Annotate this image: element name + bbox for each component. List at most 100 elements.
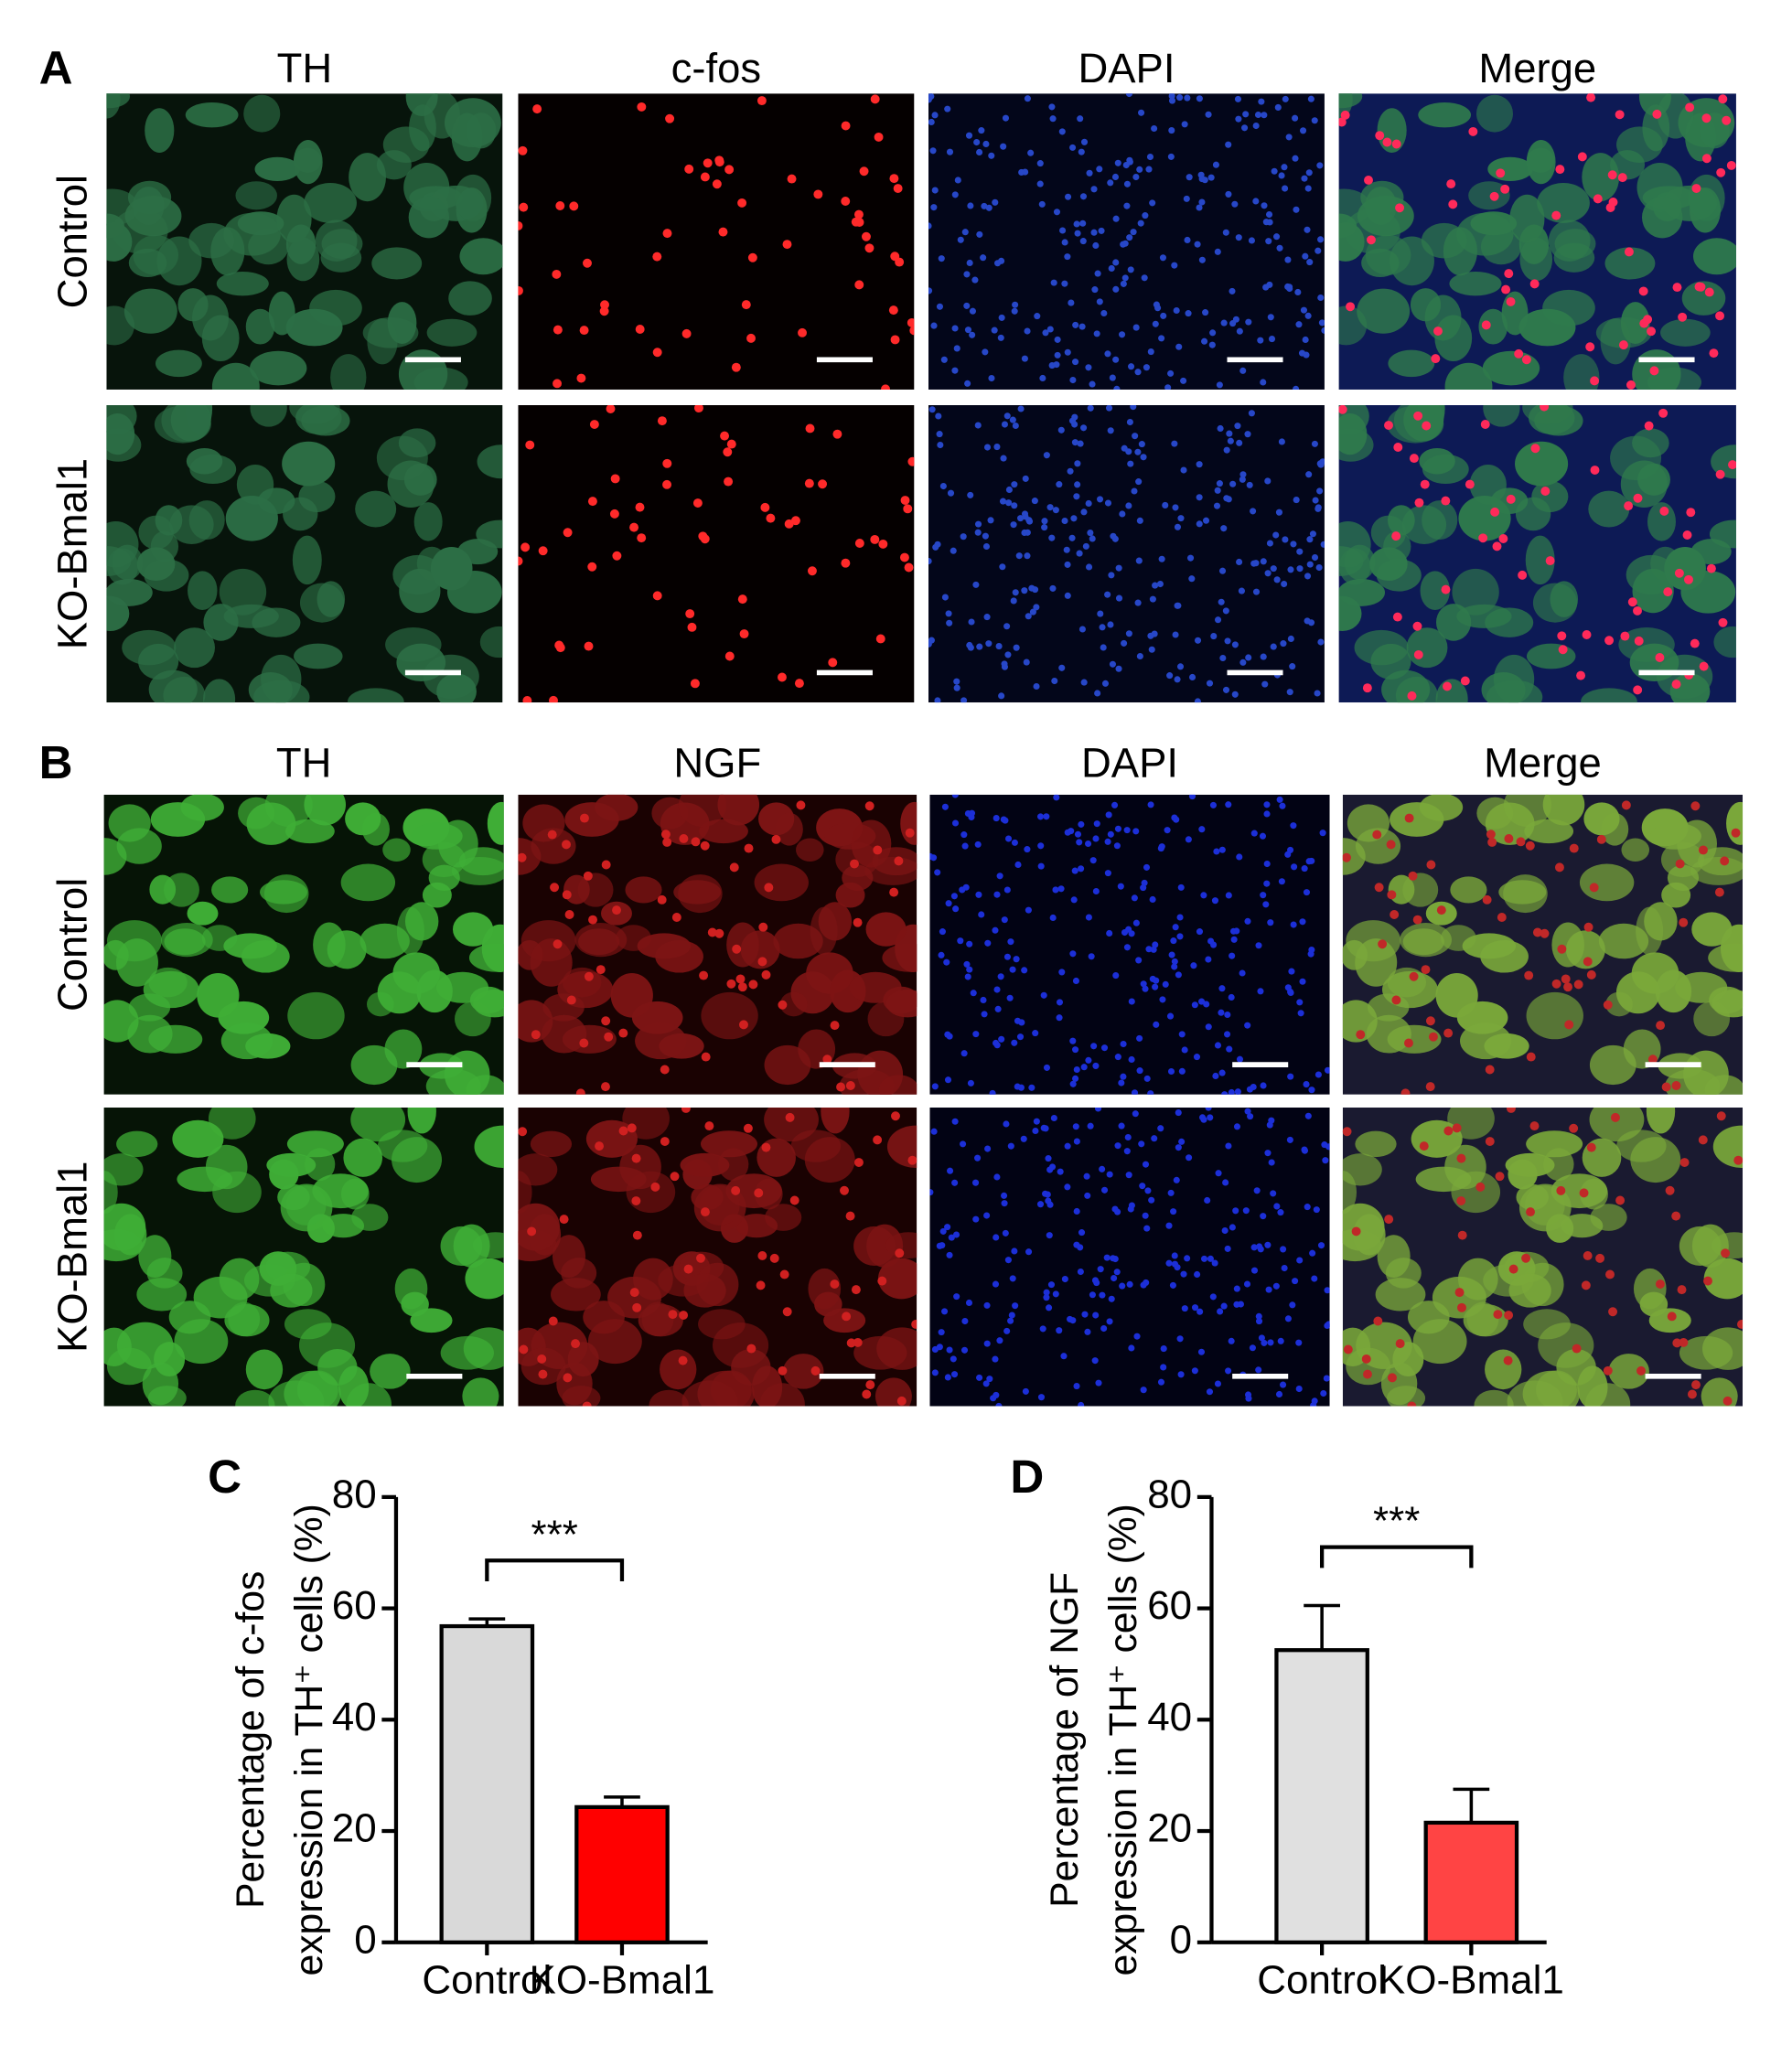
cell <box>718 1148 749 1182</box>
nucleus <box>870 94 880 104</box>
nucleus <box>679 1311 689 1321</box>
nucleus <box>1072 1046 1079 1054</box>
nucleus <box>1237 1301 1245 1308</box>
nucleus <box>1152 320 1159 327</box>
nucleus <box>1395 1339 1405 1349</box>
nucleus <box>1391 995 1401 1005</box>
nucleus <box>1655 1279 1665 1290</box>
cell <box>1483 404 1520 427</box>
nucleus <box>1011 502 1018 509</box>
nucleus <box>569 201 579 211</box>
nucleus <box>1320 1389 1327 1397</box>
nucleus <box>778 1365 788 1376</box>
cell <box>452 912 494 947</box>
nucleus <box>1136 166 1143 173</box>
nucleus <box>1134 599 1142 606</box>
nucleus <box>1080 509 1088 516</box>
nucleus <box>1374 883 1384 893</box>
cell <box>885 990 917 1018</box>
nucleus <box>989 1089 996 1095</box>
cell <box>203 679 236 703</box>
nucleus <box>731 362 741 372</box>
nucleus <box>756 1280 766 1290</box>
nucleus <box>1604 636 1615 646</box>
nucleus <box>1167 1189 1175 1196</box>
nucleus <box>1501 284 1511 294</box>
panel-label: B <box>39 736 73 788</box>
nucleus <box>1031 498 1038 505</box>
nucleus <box>1239 471 1247 478</box>
nucleus <box>1236 439 1243 446</box>
cell <box>396 906 424 956</box>
nucleus <box>1671 1211 1681 1221</box>
nucleus <box>1220 525 1228 532</box>
nucleus <box>1108 264 1115 273</box>
nucleus <box>1188 794 1196 800</box>
nucleus <box>996 1337 1003 1344</box>
nucleus <box>1378 939 1388 949</box>
nucleus <box>1214 248 1221 255</box>
nucleus <box>1149 895 1156 904</box>
nucleus <box>1563 982 1573 992</box>
nucleus <box>1691 1380 1701 1390</box>
nucleus <box>1545 556 1555 566</box>
nucleus <box>1220 1302 1228 1310</box>
nucleus <box>941 803 949 810</box>
nucleus <box>1230 936 1238 943</box>
nucleus <box>1314 504 1322 511</box>
nucleus <box>1114 825 1121 832</box>
cell <box>518 1203 561 1251</box>
cell <box>253 680 310 703</box>
nucleus <box>1081 1311 1089 1318</box>
nucleus <box>1306 536 1314 543</box>
nucleus <box>895 257 905 267</box>
y-tick-label: 0 <box>1170 1917 1192 1962</box>
nucleus <box>726 439 736 449</box>
nucleus <box>1551 979 1561 989</box>
nucleus <box>1305 169 1313 177</box>
nucleus <box>1225 141 1232 148</box>
cell <box>285 308 343 347</box>
nucleus <box>993 986 1001 993</box>
nucleus <box>1577 152 1587 162</box>
nucleus <box>1387 890 1397 900</box>
nucleus <box>1391 531 1401 541</box>
nucleus <box>1135 957 1143 964</box>
nucleus <box>618 1126 628 1136</box>
nucleus <box>1255 1318 1263 1325</box>
nucleus <box>928 93 935 100</box>
cell <box>350 1044 398 1086</box>
y-tick-label: 40 <box>1147 1695 1192 1740</box>
nucleus <box>1391 139 1401 149</box>
nucleus <box>1036 160 1044 167</box>
nucleus <box>1115 564 1122 572</box>
nucleus <box>1143 1279 1150 1286</box>
nucleus <box>943 958 950 966</box>
nucleus <box>1092 835 1100 842</box>
nucleus <box>965 132 973 139</box>
nucleus <box>1214 487 1221 494</box>
cell <box>1365 234 1411 275</box>
nucleus <box>596 965 606 975</box>
nucleus <box>1679 1158 1690 1167</box>
nucleus <box>563 528 573 538</box>
cell <box>1679 1335 1733 1370</box>
nucleus <box>1108 1295 1115 1302</box>
nucleus <box>747 252 757 262</box>
nucleus <box>1027 149 1035 156</box>
nucleus <box>1409 971 1419 981</box>
nucleus <box>1218 1069 1226 1076</box>
nucleus <box>944 105 951 112</box>
nucleus <box>894 856 904 866</box>
nucleus <box>1045 1155 1052 1162</box>
nucleus <box>1280 1381 1287 1388</box>
nucleus <box>995 1402 1003 1407</box>
nucleus <box>1603 1365 1613 1376</box>
cell <box>315 219 358 262</box>
nucleus <box>1024 327 1031 335</box>
nucleus <box>1287 1073 1294 1080</box>
nucleus <box>974 1154 982 1162</box>
nucleus <box>1080 1064 1088 1071</box>
nucleus <box>1236 1055 1244 1063</box>
nucleus <box>1072 977 1079 984</box>
